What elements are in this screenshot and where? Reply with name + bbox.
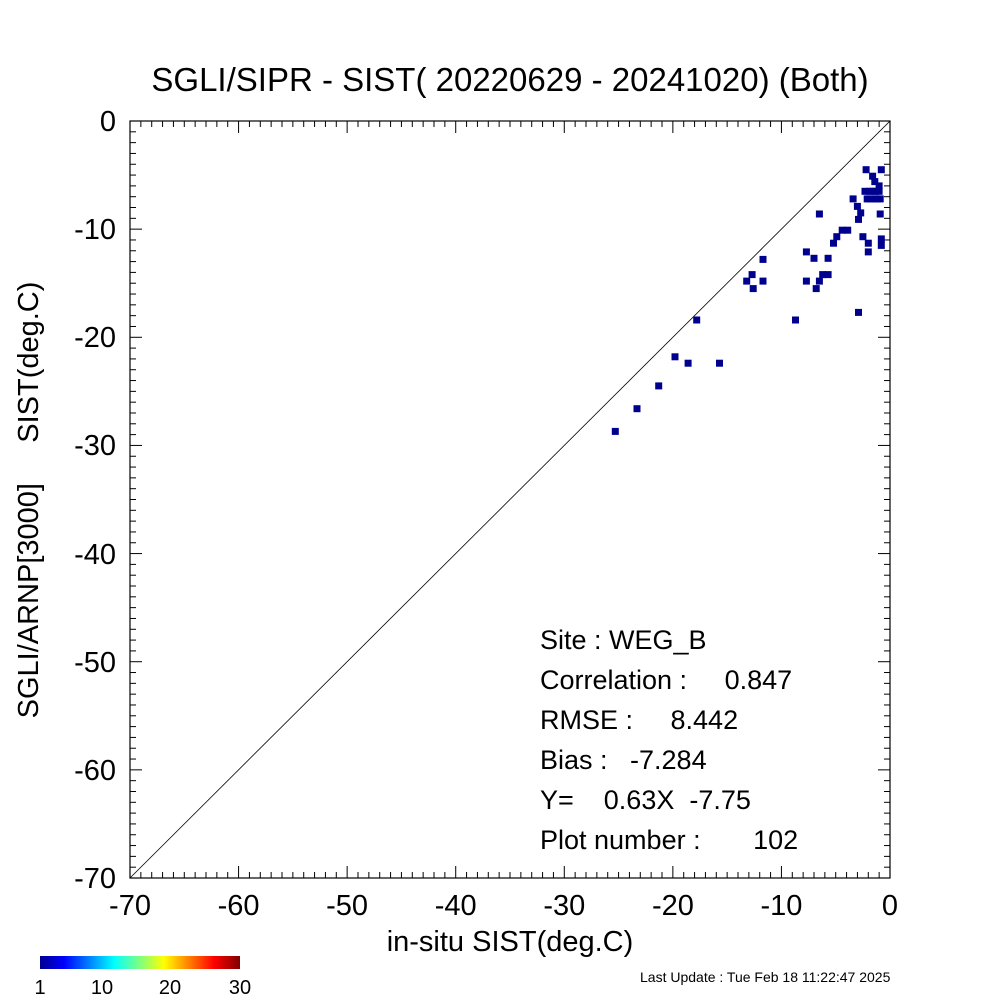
x-tick-label: -20 bbox=[652, 890, 694, 922]
data-point bbox=[876, 195, 884, 203]
data-point bbox=[877, 241, 885, 249]
stat-fit: Y= 0.63X -7.75 bbox=[540, 785, 751, 815]
data-point bbox=[861, 187, 869, 195]
stats-box: Site : WEG_B Correlation : 0.847 RMSE : … bbox=[540, 625, 798, 855]
data-point bbox=[830, 239, 837, 247]
data-point bbox=[862, 166, 870, 174]
y-axis-label: SGLI/ARNP[3000] SIST(deg.C) bbox=[13, 282, 45, 719]
data-point bbox=[810, 254, 818, 262]
data-point bbox=[759, 277, 767, 285]
data-point bbox=[693, 316, 701, 324]
data-point bbox=[877, 166, 885, 174]
x-tick-label: -60 bbox=[218, 890, 260, 922]
data-point bbox=[853, 202, 861, 210]
data-point bbox=[877, 235, 885, 243]
stat-bias: Bias : -7.284 bbox=[540, 745, 707, 775]
data-point bbox=[864, 239, 872, 247]
data-point bbox=[849, 195, 857, 203]
data-points bbox=[611, 166, 885, 435]
data-point bbox=[824, 254, 832, 262]
x-axis-label: in-situ SIST(deg.C) bbox=[387, 926, 634, 958]
x-tick-label: -50 bbox=[326, 890, 368, 922]
data-point bbox=[844, 226, 852, 234]
data-point bbox=[815, 277, 823, 285]
data-point bbox=[633, 405, 641, 413]
data-point bbox=[875, 187, 883, 195]
one-to-one-line bbox=[129, 120, 891, 879]
data-point bbox=[759, 255, 767, 263]
data-point bbox=[855, 308, 862, 316]
data-point bbox=[802, 277, 810, 285]
stat-site: Site : WEG_B bbox=[540, 625, 707, 655]
data-point bbox=[812, 285, 820, 293]
data-point bbox=[684, 359, 692, 367]
data-point bbox=[716, 359, 723, 367]
x-tick-label: -70 bbox=[109, 890, 151, 922]
colorbar-tick: 30 bbox=[229, 977, 251, 999]
chart-title: SGLI/SIPR - SIST( 20220629 - 20241020) (… bbox=[151, 61, 868, 98]
data-point bbox=[749, 285, 757, 293]
x-tick-label: -40 bbox=[435, 890, 477, 922]
data-point bbox=[871, 178, 879, 186]
y-tick-labels: 0 -10 -20 -30 -40 -50 -60 -70 bbox=[74, 106, 116, 895]
stat-plot-number: Plot number : 102 bbox=[540, 825, 798, 855]
colorbar-gradient bbox=[40, 956, 240, 969]
data-point bbox=[857, 209, 865, 217]
x-tick-labels: -70 -60 -50 -40 -30 -20 -10 0 bbox=[109, 890, 898, 922]
y-tick-label: -30 bbox=[74, 430, 116, 462]
minor-ticks bbox=[129, 120, 891, 879]
data-point bbox=[792, 316, 799, 324]
data-point bbox=[876, 210, 884, 218]
data-point bbox=[838, 226, 846, 234]
y-tick-label: 0 bbox=[100, 106, 116, 138]
data-point bbox=[859, 233, 867, 241]
colorbar-tick: 1 bbox=[34, 977, 45, 999]
data-point bbox=[611, 427, 619, 435]
colorbar: 1 10 20 30 bbox=[34, 956, 251, 999]
data-point bbox=[867, 195, 874, 203]
data-point bbox=[875, 182, 883, 190]
data-point bbox=[655, 382, 663, 390]
data-point bbox=[802, 248, 810, 256]
y-tick-label: -40 bbox=[74, 539, 116, 571]
y-tick-label: -20 bbox=[74, 322, 116, 354]
x-tick-label: -30 bbox=[543, 890, 585, 922]
colorbar-tick: 10 bbox=[91, 977, 113, 999]
y-tick-label: -50 bbox=[74, 647, 116, 679]
stat-correlation: Correlation : 0.847 bbox=[540, 665, 792, 695]
data-point bbox=[815, 210, 823, 218]
stat-rmse: RMSE : 8.442 bbox=[540, 705, 738, 735]
last-update-text: Last Update : Tue Feb 18 11:22:47 2025 bbox=[640, 969, 891, 985]
x-tick-label: -10 bbox=[760, 890, 802, 922]
y-tick-label: -70 bbox=[74, 863, 116, 895]
colorbar-tick: 20 bbox=[159, 977, 181, 999]
y-tick-label: -10 bbox=[74, 214, 116, 246]
data-point bbox=[869, 172, 877, 180]
data-point bbox=[819, 271, 827, 279]
data-point bbox=[671, 353, 679, 361]
y-tick-label: -60 bbox=[74, 755, 116, 787]
data-point bbox=[743, 277, 751, 285]
data-point bbox=[748, 271, 756, 279]
data-point bbox=[864, 248, 872, 256]
data-point bbox=[824, 271, 832, 279]
data-point bbox=[855, 215, 862, 223]
x-tick-label: 0 bbox=[882, 890, 898, 922]
data-point bbox=[833, 233, 841, 241]
